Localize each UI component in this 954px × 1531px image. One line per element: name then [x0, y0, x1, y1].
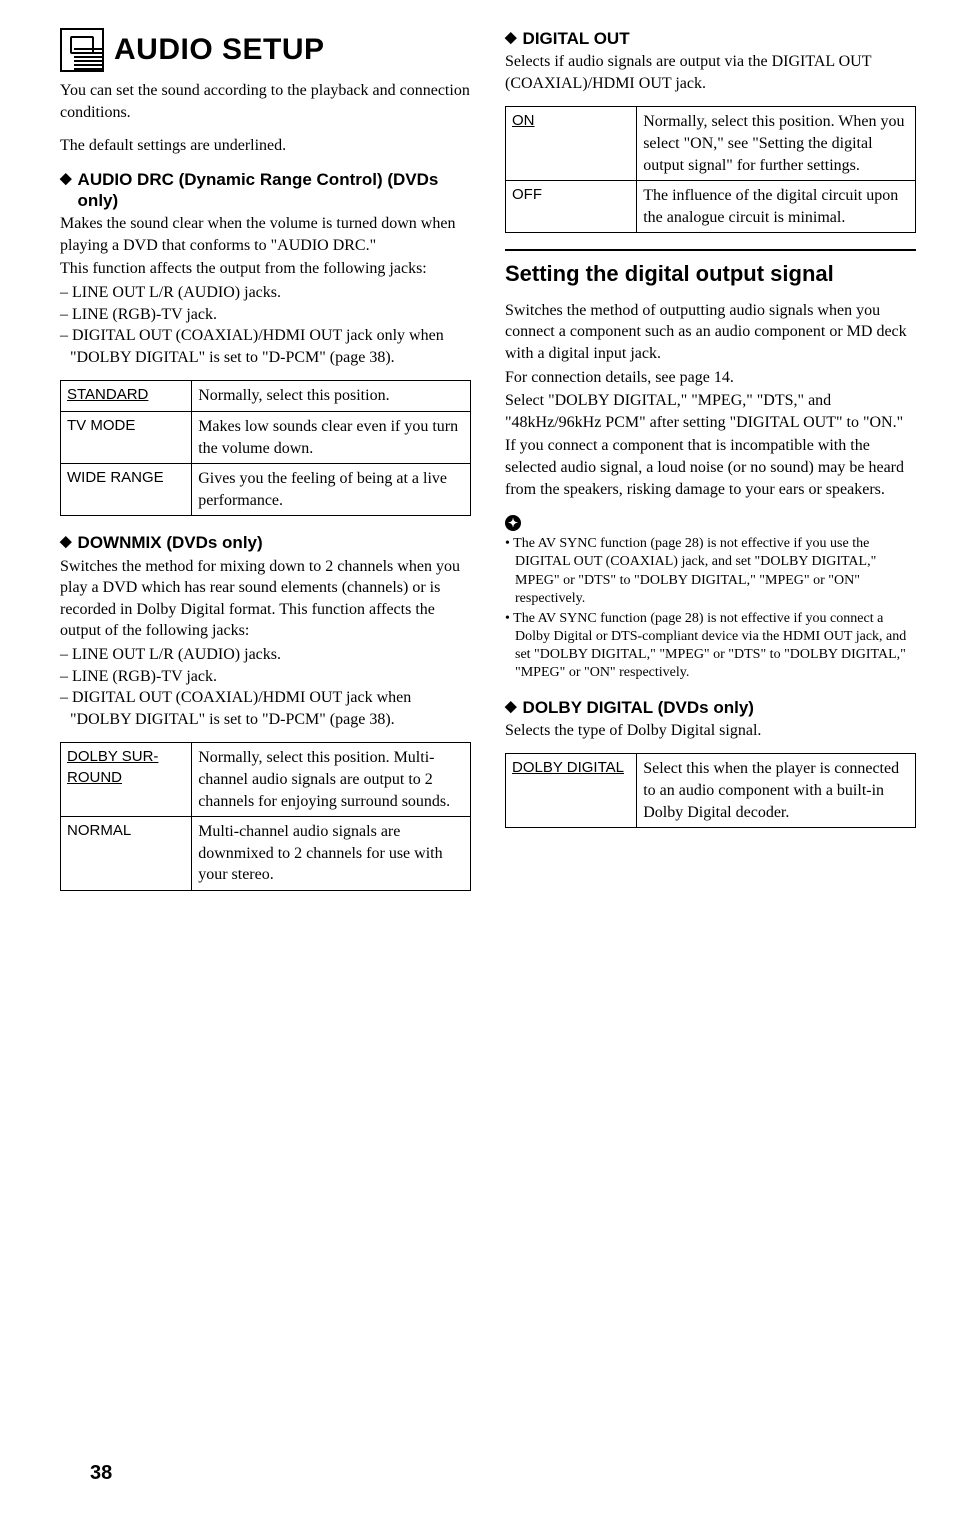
intro-p1: You can set the sound according to the p… — [60, 80, 471, 123]
ss-p1: Switches the method of outputting audio … — [505, 300, 916, 365]
table-val: Multi-channel audio signals are downmixe… — [192, 817, 471, 891]
right-column: DIGITAL OUT Selects if audio signals are… — [505, 28, 916, 907]
table-row: TV MODE Makes low sounds clear even if y… — [61, 412, 471, 464]
downmix-table: DOLBY SUR-ROUND Normally, select this po… — [60, 742, 471, 891]
section-header: AUDIO SETUP — [60, 28, 471, 72]
table-row: STANDARD Normally, select this position. — [61, 381, 471, 412]
note-list: The AV SYNC function (page 28) is not ef… — [505, 535, 916, 683]
downmix-body: Switches the method for mixing down to 2… — [60, 556, 471, 731]
heading-text: DIGITAL OUT — [523, 28, 630, 49]
digital-out-body: Selects if audio signals are output via … — [505, 51, 916, 94]
key-text: ON — [512, 112, 535, 129]
table-key: DOLBY SUR-ROUND — [61, 743, 192, 817]
table-val: Makes low sounds clear even if you turn … — [192, 412, 471, 464]
key-text: DOLBY SUR-ROUND — [67, 748, 158, 785]
list-item: LINE (RGB)-TV jack. — [60, 666, 471, 688]
table-row: OFF The influence of the digital circuit… — [506, 181, 916, 233]
table-key: OFF — [506, 181, 637, 233]
section-title: AUDIO SETUP — [114, 30, 325, 71]
table-key: NORMAL — [61, 817, 192, 891]
note-block: ✦ The AV SYNC function (page 28) is not … — [505, 512, 916, 683]
note-icon: ✦ — [505, 515, 521, 531]
setting-signal-body: Switches the method of outputting audio … — [505, 300, 916, 500]
note-item: The AV SYNC function (page 28) is not ef… — [505, 610, 916, 683]
key-text: STANDARD — [67, 386, 148, 403]
table-val: The influence of the digital circuit upo… — [637, 181, 916, 233]
subsection-title: Setting the digital output signal — [505, 249, 916, 287]
table-key: TV MODE — [61, 412, 192, 464]
heading-audio-drc: AUDIO DRC (Dynamic Range Control) (DVDs … — [60, 169, 471, 212]
table-key: WIDE RANGE — [61, 464, 192, 516]
digital-out-p1: Selects if audio signals are output via … — [505, 51, 916, 94]
table-row: DOLBY DIGITAL Select this when the playe… — [506, 754, 916, 828]
list-item: LINE OUT L/R (AUDIO) jacks. — [60, 644, 471, 666]
table-row: DOLBY SUR-ROUND Normally, select this po… — [61, 743, 471, 817]
drc-body: Makes the sound clear when the volume is… — [60, 213, 471, 368]
list-item: LINE (RGB)-TV jack. — [60, 304, 471, 326]
dd-p1: Selects the type of Dolby Digital signal… — [505, 720, 916, 742]
note-item: The AV SYNC function (page 28) is not ef… — [505, 535, 916, 608]
heading-downmix: DOWNMIX (DVDs only) — [60, 532, 471, 553]
table-val: Gives you the feeling of being at a live… — [192, 464, 471, 516]
table-row: NORMAL Multi-channel audio signals are d… — [61, 817, 471, 891]
table-val: Normally, select this position. — [192, 381, 471, 412]
table-row: ON Normally, select this position. When … — [506, 107, 916, 181]
drc-list: LINE OUT L/R (AUDIO) jacks. LINE (RGB)-T… — [60, 282, 471, 368]
table-key: ON — [506, 107, 637, 181]
drc-p2: This function affects the output from th… — [60, 258, 471, 280]
heading-dolby-digital: DOLBY DIGITAL (DVDs only) — [505, 697, 916, 718]
list-item: DIGITAL OUT (COAXIAL)/HDMI OUT jack only… — [60, 325, 471, 368]
table-val: Select this when the player is connected… — [637, 754, 916, 828]
ss-p3: Select "DOLBY DIGITAL," "MPEG," "DTS," a… — [505, 390, 916, 433]
digital-out-table: ON Normally, select this position. When … — [505, 106, 916, 233]
table-row: WIDE RANGE Gives you the feeling of bein… — [61, 464, 471, 516]
drc-p1: Makes the sound clear when the volume is… — [60, 213, 471, 256]
table-val: Normally, select this position. Multi-ch… — [192, 743, 471, 817]
audio-setup-icon — [60, 28, 104, 72]
list-item: DIGITAL OUT (COAXIAL)/HDMI OUT jack when… — [60, 687, 471, 730]
table-key: DOLBY DIGITAL — [506, 754, 637, 828]
heading-text: DOWNMIX (DVDs only) — [78, 532, 263, 553]
downmix-p1: Switches the method for mixing down to 2… — [60, 556, 471, 642]
ss-p4: If you connect a component that is incom… — [505, 435, 916, 500]
heading-text: AUDIO DRC (Dynamic Range Control) (DVDs … — [78, 169, 471, 212]
dolby-digital-body: Selects the type of Dolby Digital signal… — [505, 720, 916, 742]
key-text: DOLBY DIGITAL — [512, 759, 624, 776]
intro-block: You can set the sound according to the p… — [60, 80, 471, 123]
dolby-digital-table: DOLBY DIGITAL Select this when the playe… — [505, 753, 916, 828]
table-val: Normally, select this position. When you… — [637, 107, 916, 181]
heading-text: DOLBY DIGITAL (DVDs only) — [523, 697, 754, 718]
intro-p2: The default settings are underlined. — [60, 135, 471, 157]
drc-table: STANDARD Normally, select this position.… — [60, 380, 471, 516]
table-key: STANDARD — [61, 381, 192, 412]
intro-block-2: The default settings are underlined. — [60, 135, 471, 157]
heading-digital-out: DIGITAL OUT — [505, 28, 916, 49]
list-item: LINE OUT L/R (AUDIO) jacks. — [60, 282, 471, 304]
downmix-list: LINE OUT L/R (AUDIO) jacks. LINE (RGB)-T… — [60, 644, 471, 730]
ss-p2: For connection details, see page 14. — [505, 367, 916, 389]
left-column: AUDIO SETUP You can set the sound accord… — [60, 28, 471, 907]
